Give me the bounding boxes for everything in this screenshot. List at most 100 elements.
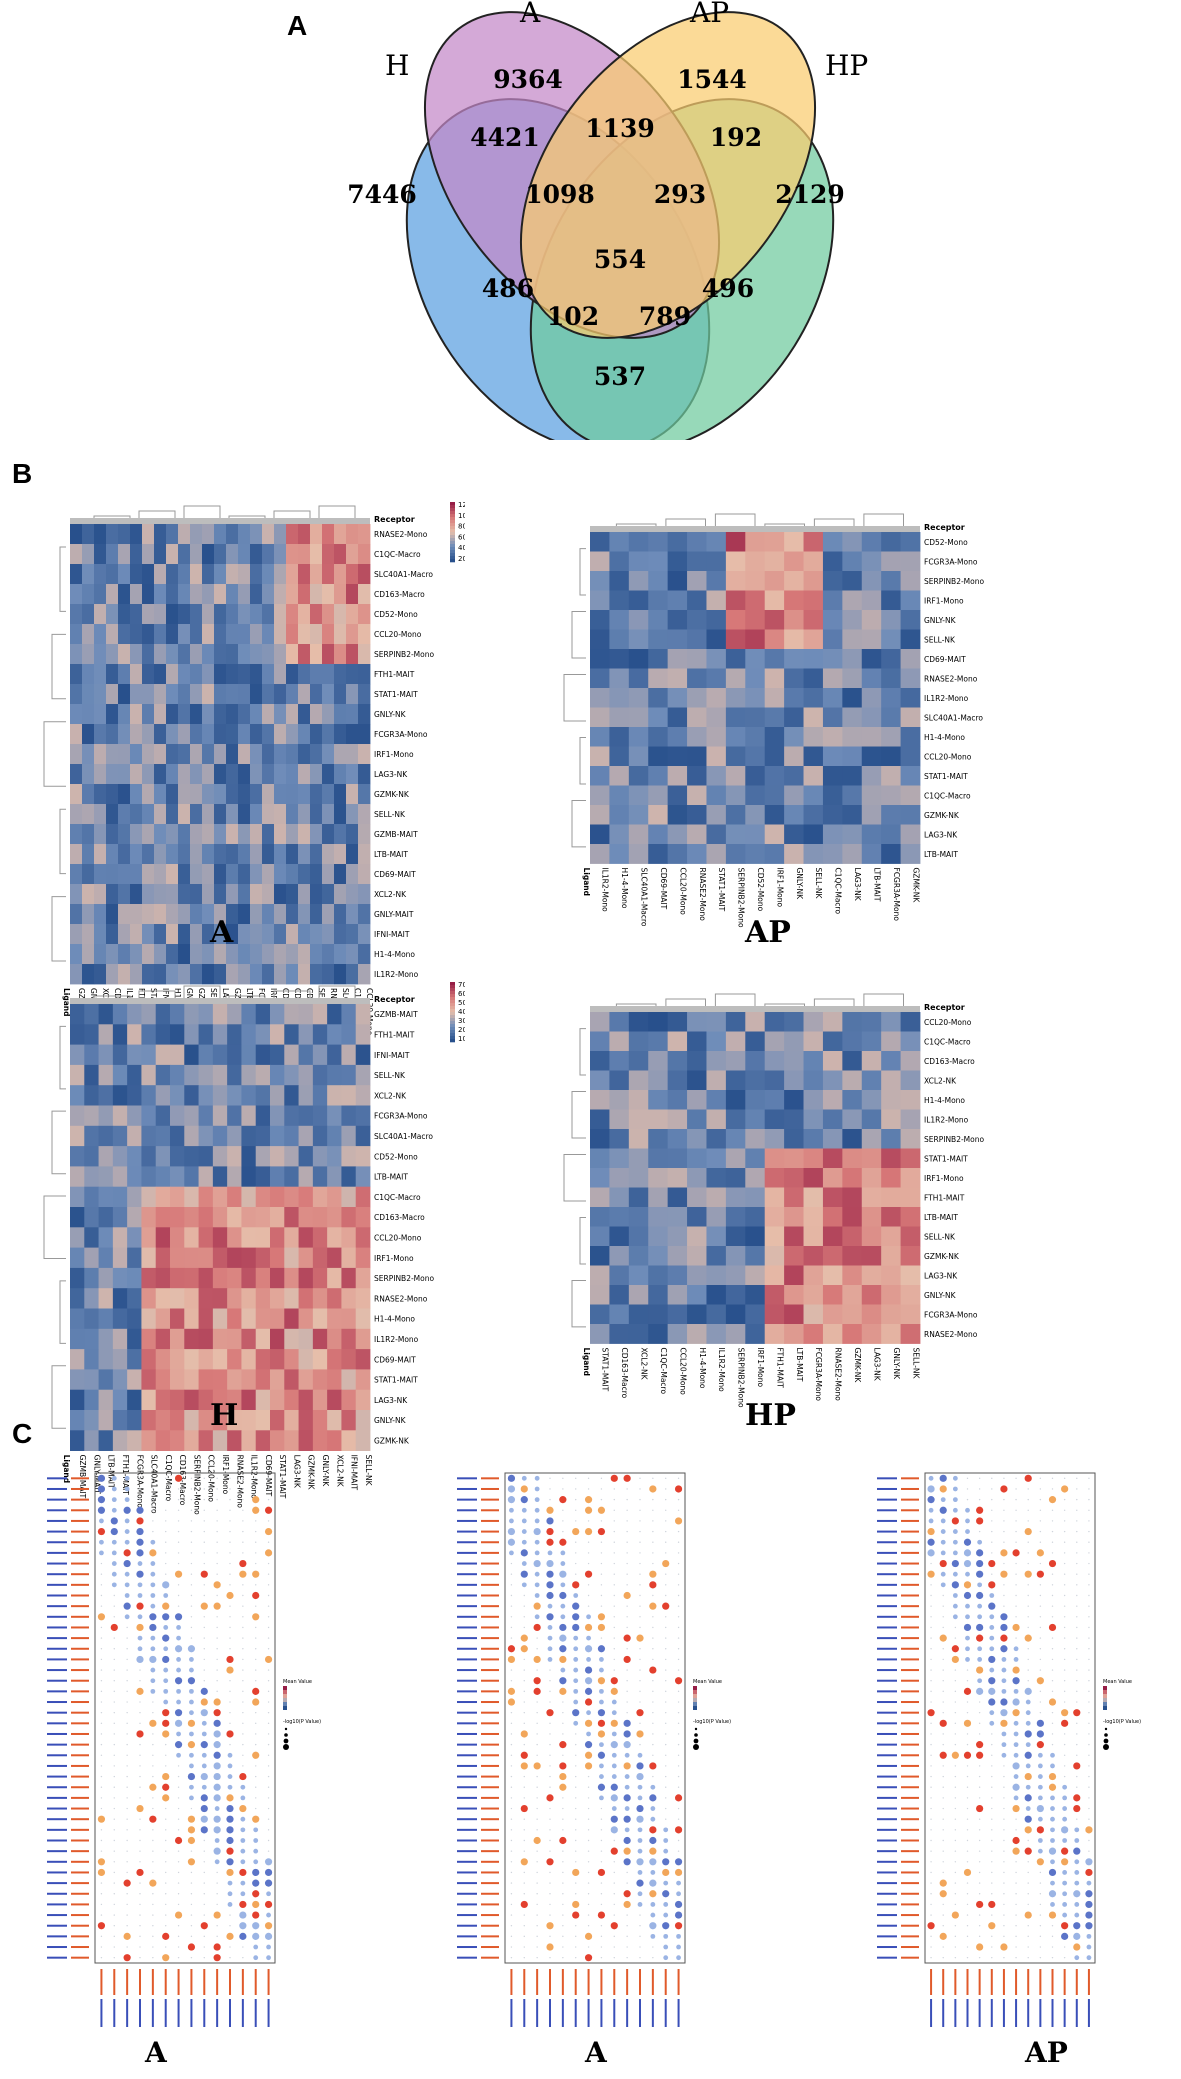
dotplot-dot bbox=[203, 1882, 205, 1884]
dotplot-dot bbox=[966, 1765, 969, 1767]
heatmap-cell bbox=[312, 1369, 328, 1391]
row-label: RNASE2-Mono bbox=[924, 674, 978, 683]
heatmap-cell bbox=[725, 1207, 746, 1227]
heatmap-cell bbox=[154, 824, 167, 845]
dotplot-dot bbox=[626, 1925, 628, 1927]
dotplot-dot bbox=[510, 1754, 513, 1756]
dotplot-dot bbox=[1062, 1838, 1068, 1843]
dotplot-dot bbox=[255, 1541, 257, 1543]
heatmap-cell bbox=[648, 1129, 669, 1149]
heatmap-cell bbox=[725, 1226, 746, 1247]
dotplot-dot bbox=[162, 1719, 170, 1727]
dotplot-dot bbox=[610, 1474, 618, 1482]
heatmap-cell bbox=[346, 804, 359, 825]
heatmap-cell bbox=[141, 1247, 157, 1269]
dotplot-dot bbox=[976, 1687, 984, 1695]
row-label: CCL20-Mono bbox=[374, 630, 422, 639]
heatmap-cell bbox=[112, 1247, 128, 1269]
heatmap-cell bbox=[141, 1085, 157, 1106]
dotplot-dot bbox=[507, 1687, 516, 1695]
heatmap-cell bbox=[822, 1070, 843, 1091]
dotplot-dot bbox=[213, 1911, 221, 1919]
dotplot-dot bbox=[562, 1818, 564, 1820]
heatmap-cell bbox=[202, 904, 215, 925]
heatmap-cell bbox=[166, 764, 179, 785]
dotplot-dot bbox=[187, 1719, 196, 1727]
heatmap-cell bbox=[262, 924, 275, 945]
dotplot-dot bbox=[137, 1582, 143, 1588]
dotplot-dot bbox=[600, 1829, 603, 1831]
heatmap-cell bbox=[130, 684, 143, 705]
heatmap-cell bbox=[98, 1349, 114, 1370]
heatmap-cell bbox=[687, 1324, 707, 1344]
dotplot-dot bbox=[255, 1637, 257, 1639]
dotplot-dot bbox=[988, 1655, 996, 1664]
heatmap-cell bbox=[241, 1186, 257, 1208]
dotplot-dot bbox=[255, 1733, 257, 1735]
dotplot-dot bbox=[939, 1506, 947, 1514]
dotplot-dot bbox=[139, 1956, 141, 1959]
dotplot-dot bbox=[267, 1797, 270, 1799]
dotplot-dot bbox=[1074, 1902, 1080, 1907]
row-label-ligand bbox=[47, 1775, 67, 1778]
dotplot-dot bbox=[587, 1488, 590, 1490]
heatmap-cell bbox=[255, 1085, 271, 1106]
dotplot-dot bbox=[575, 1775, 577, 1778]
heatmap-cell bbox=[98, 1308, 114, 1330]
dotplot-dot bbox=[252, 1496, 260, 1504]
heatmap-cell bbox=[212, 1125, 228, 1147]
heatmap-cell bbox=[166, 684, 179, 705]
dotplot-dot bbox=[1003, 1786, 1005, 1788]
dotplot-dot bbox=[1076, 1658, 1078, 1661]
heatmap-cell bbox=[142, 524, 155, 545]
dotplot-dot bbox=[559, 1591, 567, 1600]
heatmap-cell bbox=[198, 1024, 214, 1045]
dotplot-dot bbox=[942, 1850, 944, 1852]
heatmap-cell bbox=[900, 1226, 921, 1247]
heatmap-cell bbox=[155, 1024, 171, 1045]
dotplot-dot bbox=[952, 1486, 958, 1492]
dotplot-dot bbox=[1039, 1562, 1042, 1565]
heatmap-cell bbox=[202, 764, 215, 785]
dotplot-dot bbox=[113, 1648, 115, 1650]
dotplot-dot bbox=[1063, 1594, 1066, 1597]
row-label: CD69-MAIT bbox=[374, 1355, 416, 1364]
heatmap-cell bbox=[667, 1187, 688, 1208]
heatmap-cell bbox=[745, 668, 766, 689]
heatmap-cell bbox=[198, 1064, 214, 1086]
heatmap-cell bbox=[341, 1430, 357, 1451]
dotplot-dot bbox=[942, 1925, 944, 1927]
column-label: GZMK-NK bbox=[911, 868, 920, 904]
column-label: SELL-NK bbox=[364, 1455, 373, 1487]
heatmap-cell bbox=[155, 1227, 171, 1248]
heatmap-cell bbox=[262, 964, 275, 985]
dotplot-dot bbox=[520, 1804, 528, 1813]
dotplot-dot bbox=[966, 1956, 969, 1959]
heatmap-cell bbox=[190, 864, 203, 885]
dotplot-dot bbox=[559, 1772, 567, 1781]
heatmap-cell bbox=[202, 944, 215, 965]
heatmap-cell bbox=[322, 704, 335, 725]
colorbar-step bbox=[450, 1018, 455, 1022]
heatmap-cell bbox=[250, 604, 263, 625]
col-label-top bbox=[1051, 1969, 1054, 1995]
heatmap-cell bbox=[70, 1288, 85, 1309]
heatmap-cell bbox=[346, 924, 359, 945]
heatmap-cell bbox=[227, 1207, 242, 1228]
row-label: H1-4-Mono bbox=[924, 733, 965, 742]
dotplot-dot bbox=[201, 1731, 207, 1737]
heatmap-cell bbox=[130, 824, 143, 845]
heatmap-cell bbox=[822, 1168, 843, 1188]
dotplot-dot bbox=[1036, 1719, 1044, 1727]
row-label-ligand bbox=[877, 1860, 897, 1863]
heatmap-cell bbox=[238, 684, 251, 705]
heatmap-cell bbox=[590, 1051, 610, 1071]
heatmap-cell bbox=[764, 551, 785, 572]
col-label-bottom bbox=[942, 1999, 945, 2027]
dotplot-dot bbox=[978, 1733, 981, 1735]
heatmap-cell bbox=[358, 884, 371, 905]
heatmap-cell bbox=[98, 1410, 114, 1431]
dotplot-dot bbox=[978, 1925, 981, 1927]
row-label: LAG3-NK bbox=[924, 1271, 958, 1280]
heatmap-cell bbox=[667, 668, 688, 689]
